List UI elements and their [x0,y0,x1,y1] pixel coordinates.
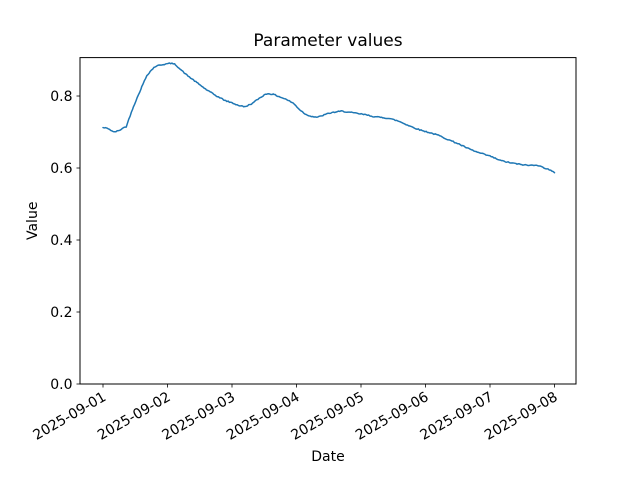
y-tick-labels: 0.0 0.2 0.4 0.6 0.8 [50,89,72,393]
y-tick-label: 0.0 [50,377,72,393]
y-tick-label: 0.6 [50,161,72,177]
x-axis-label: Date [311,449,344,465]
x-tick-label: 2025-09-08 [482,389,560,444]
axis-tick-marks [76,95,555,388]
x-tick-labels: 2025-09-012025-09-022025-09-032025-09-04… [31,389,561,444]
chart-title: Parameter values [253,31,402,51]
y-tick-label: 0.4 [50,233,72,249]
y-tick-label: 0.2 [50,305,72,321]
y-axis-label: Value [25,202,41,240]
data-line-series [102,62,556,174]
y-tick-label: 0.8 [50,89,72,105]
axes-frame [79,57,577,385]
